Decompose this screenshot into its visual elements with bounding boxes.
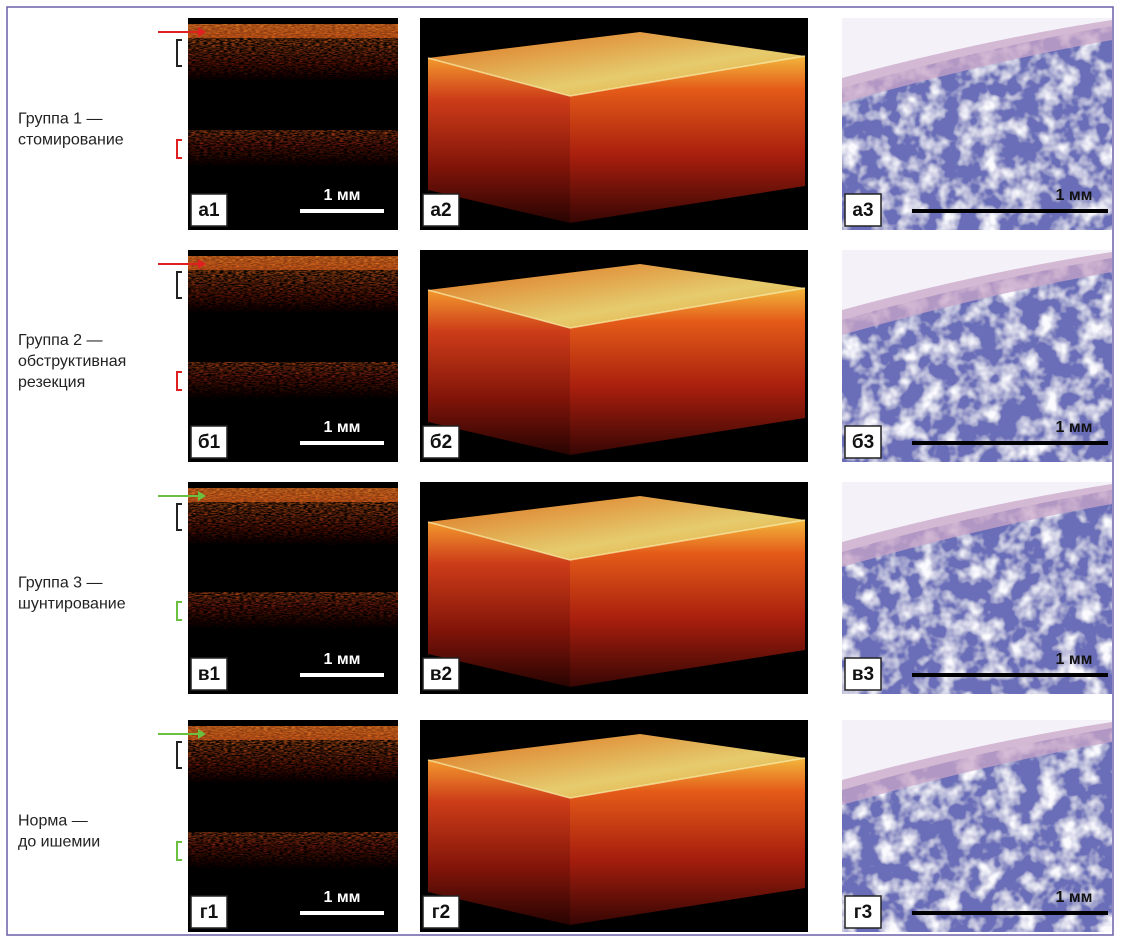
- bracket: [176, 601, 182, 621]
- row-label: обструктивная: [18, 353, 126, 370]
- volume-side: [428, 760, 570, 925]
- tissue-layer: [842, 722, 1112, 805]
- panel-label: в2: [430, 664, 452, 685]
- row-label: Группа 3 —: [18, 575, 103, 592]
- panel-label-box: [190, 895, 228, 929]
- volume-top: [428, 32, 805, 96]
- panel-label: в3: [852, 664, 874, 685]
- panel-label-box: [190, 657, 228, 691]
- volume-edges: [427, 757, 806, 799]
- scale-label: 1 мм: [323, 187, 360, 204]
- panel-label-box: [190, 193, 228, 227]
- oct-surface-base: [188, 726, 398, 740]
- volume-front: [570, 288, 805, 455]
- panel-label-box: [422, 895, 460, 929]
- row-label: шунтирование: [18, 596, 126, 613]
- volume-edges: [427, 287, 806, 329]
- oct-deep: [188, 592, 398, 630]
- volume-edges: [427, 519, 806, 561]
- row-label: стомирование: [18, 132, 124, 149]
- frame: [6, 6, 1114, 936]
- arrow-head: [198, 491, 206, 501]
- bracket: [176, 139, 182, 159]
- arrow-head: [198, 729, 206, 739]
- panel-label: г3: [854, 902, 872, 923]
- panel-label-box: [844, 193, 882, 227]
- row-label: Норма —: [18, 813, 88, 830]
- panel-label: б2: [430, 432, 452, 453]
- panel-label: а3: [852, 200, 873, 221]
- volume-top: [428, 264, 805, 328]
- panel-label-box: [422, 657, 460, 691]
- arrow-head: [198, 259, 206, 269]
- panel-label: в1: [198, 664, 221, 685]
- tissue-layer: [842, 484, 1112, 567]
- scale-label: 1 мм: [323, 651, 360, 668]
- volume-top: [428, 734, 805, 798]
- scale-label: 1 мм: [1055, 187, 1092, 204]
- bracket: [176, 39, 182, 67]
- row-label: Группа 2 —: [18, 332, 103, 349]
- bracket: [176, 503, 182, 531]
- row-label: резекция: [18, 374, 85, 391]
- scale-label: 1 мм: [1055, 419, 1092, 436]
- oct-surface-base: [188, 24, 398, 38]
- tissue-layer: [842, 252, 1112, 335]
- volume-side: [428, 58, 570, 223]
- row-label: до ишемии: [18, 834, 100, 851]
- panel-label-box: [190, 425, 228, 459]
- tissue-layer: [842, 20, 1112, 103]
- oct-surface-base: [188, 256, 398, 270]
- volume-side: [428, 290, 570, 455]
- bracket: [176, 271, 182, 299]
- oct-deep: [188, 832, 398, 870]
- panel-label-box: [844, 895, 882, 929]
- scale-label: 1 мм: [323, 889, 360, 906]
- panel-label-box: [422, 425, 460, 459]
- scale-label: 1 мм: [1055, 651, 1092, 668]
- oct-surface-base: [188, 488, 398, 502]
- bracket: [176, 741, 182, 769]
- bracket: [176, 841, 182, 861]
- volume-side: [428, 522, 570, 687]
- panel-label-box: [844, 657, 882, 691]
- panel-label: г1: [200, 902, 219, 923]
- panel-label: б1: [198, 432, 221, 453]
- content: Группа 1 — стомирование 1 мм 1 мм а1 а2 а3 Груп…: [18, 18, 1112, 932]
- volume-front: [570, 56, 805, 223]
- volume-front: [570, 758, 805, 925]
- oct-deep: [188, 130, 398, 168]
- volume-edges: [427, 55, 806, 97]
- volume-top: [428, 496, 805, 560]
- row-label: Группа 1 —: [18, 111, 103, 128]
- panel-label-box: [422, 193, 460, 227]
- panel-label: г2: [432, 902, 450, 923]
- panel-label: а2: [430, 200, 451, 221]
- volume-front: [570, 520, 805, 687]
- bracket: [176, 371, 182, 391]
- scale-label: 1 мм: [323, 419, 360, 436]
- panel-label: б3: [852, 432, 874, 453]
- arrow-head: [198, 27, 206, 37]
- oct-deep: [188, 362, 398, 400]
- panel-label: а1: [198, 200, 220, 221]
- panel-label-box: [844, 425, 882, 459]
- scale-label: 1 мм: [1055, 889, 1092, 906]
